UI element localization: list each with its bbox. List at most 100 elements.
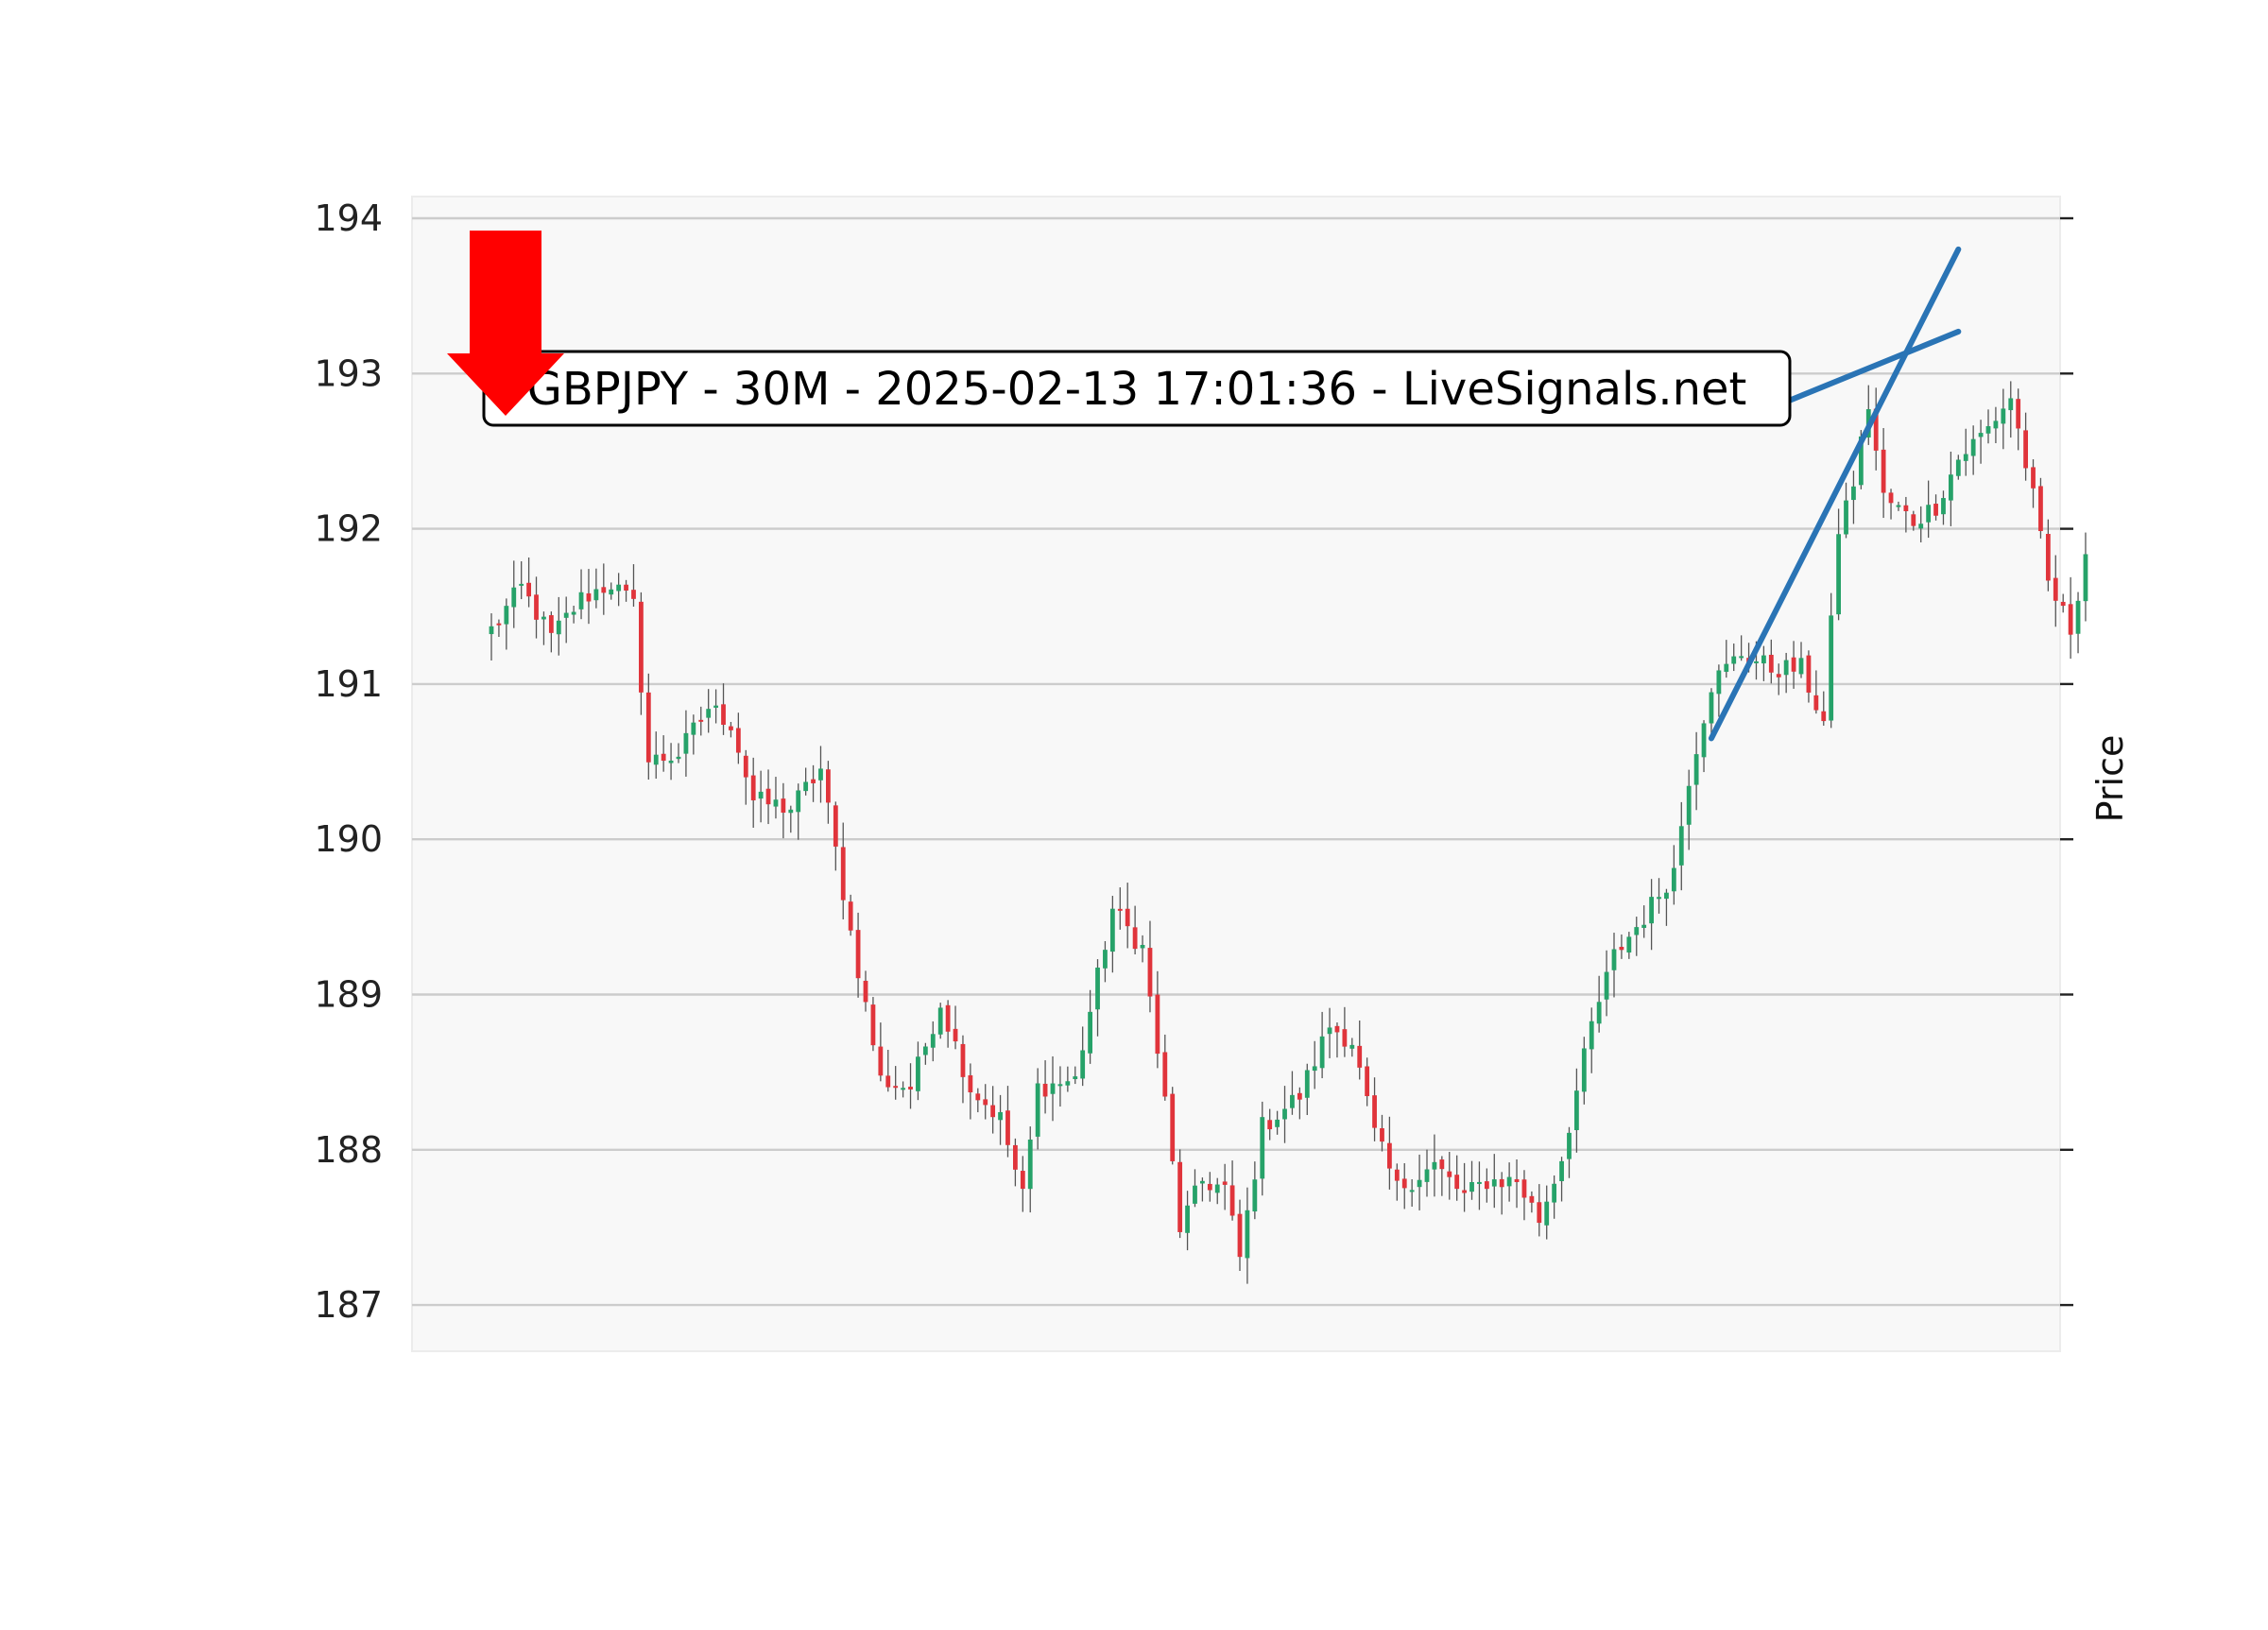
candle-body-down [1933, 504, 1938, 516]
candle-body-down [534, 594, 539, 620]
chart-title: GBPJPY - 30M - 2025-02-13 17:01:36 - Liv… [527, 363, 1747, 416]
candle [1911, 510, 1916, 531]
candle-body-up [1312, 1066, 1317, 1072]
candle-body-down [1439, 1159, 1445, 1170]
candle [1671, 845, 1676, 905]
candle [1559, 1157, 1564, 1202]
candle-body-up [1949, 474, 1953, 501]
candle-body-up [1327, 1027, 1332, 1035]
candle [826, 761, 831, 824]
candle-body-down [2068, 604, 2073, 635]
candle-body-up [593, 589, 599, 601]
candle [840, 822, 846, 920]
candle [563, 596, 569, 643]
candle [983, 1084, 988, 1120]
candle-body-up [930, 1034, 936, 1048]
candle [526, 557, 531, 608]
candle-body-up [1649, 897, 1654, 924]
tick-label-188: 188 [314, 1129, 383, 1171]
candle-body-down [548, 615, 554, 633]
candle-body-up [1260, 1117, 1265, 1179]
candle [1724, 640, 1729, 678]
candle [1798, 642, 1804, 678]
candle [855, 912, 861, 998]
candle-body-up [1491, 1179, 1497, 1187]
candle-body-down [1881, 449, 1886, 493]
candle-body-down [1911, 514, 1916, 526]
candle [1260, 1101, 1265, 1196]
candle [1342, 1006, 1348, 1057]
candle-body-up [609, 589, 614, 595]
candle-body-up [1783, 660, 1789, 676]
candle [1312, 1040, 1317, 1090]
candle-body-down [1888, 492, 1894, 504]
candle [511, 560, 517, 628]
candle [885, 1050, 891, 1092]
candle [1844, 482, 1848, 539]
candle-body-down [2016, 399, 2021, 429]
candle [803, 767, 809, 796]
candle-body-down [586, 592, 592, 602]
candle-body-down [1237, 1213, 1243, 1258]
candle [1035, 1068, 1040, 1150]
candle-body-down [1806, 655, 1812, 693]
candle [1686, 769, 1692, 850]
candle-body-down [750, 775, 756, 801]
candle [609, 582, 614, 600]
candle [1529, 1191, 1535, 1213]
candle [1993, 406, 1999, 443]
candle [1896, 501, 1901, 511]
candle-body-down [1462, 1190, 1467, 1193]
candle [2016, 388, 2021, 451]
candle [1701, 720, 1707, 773]
candle [1409, 1179, 1415, 1207]
candle [998, 1094, 1003, 1145]
candle [2060, 593, 2066, 613]
candle [1881, 428, 1886, 519]
candle [990, 1086, 996, 1134]
candle [1222, 1163, 1228, 1210]
candle-body-up [1918, 523, 1924, 529]
candle [1813, 670, 1819, 714]
candle [1634, 917, 1640, 956]
candle-body-up [563, 612, 569, 618]
candle [1193, 1169, 1197, 1208]
candle-body-up [541, 616, 546, 620]
candle [1491, 1154, 1497, 1209]
candle [1806, 650, 1812, 703]
candle [593, 568, 599, 609]
candle-body-up [1252, 1179, 1258, 1212]
candle-body-up [1050, 1083, 1056, 1094]
candle-body-down [1903, 505, 1909, 512]
candle-body-up [1829, 615, 1834, 721]
candle [916, 1041, 920, 1101]
candle-body-up [1282, 1108, 1287, 1120]
candle-body-down [2053, 577, 2058, 601]
candle-body-down [1521, 1179, 1527, 1198]
candle-body-down [990, 1105, 996, 1118]
candle [1462, 1162, 1467, 1212]
candle-body-up [511, 587, 517, 608]
tick-label-190: 190 [314, 818, 383, 860]
candle-body-up [1926, 505, 1932, 523]
candle [1057, 1066, 1063, 1107]
candle-body-down [1873, 408, 1879, 451]
candle-body-down [1791, 657, 1796, 672]
candle [833, 801, 838, 871]
candle-body-up [1858, 436, 1864, 486]
candle-body-down [2023, 430, 2028, 469]
candle-body-up [1993, 420, 1999, 429]
candle-body-down [975, 1093, 981, 1101]
candle-body-up [1664, 892, 1669, 900]
candle-body-up [1574, 1090, 1579, 1130]
candle-body-up [1716, 670, 1722, 695]
candle-body-down [645, 692, 651, 763]
candle-body-up [818, 768, 823, 781]
candle [1941, 490, 1946, 525]
candle-body-up [1506, 1176, 1512, 1187]
candle [1327, 1007, 1332, 1058]
candle-body-up [916, 1056, 920, 1091]
candle-body-down [840, 847, 846, 901]
candle-body-up [1589, 1021, 1594, 1050]
candle [661, 735, 666, 772]
